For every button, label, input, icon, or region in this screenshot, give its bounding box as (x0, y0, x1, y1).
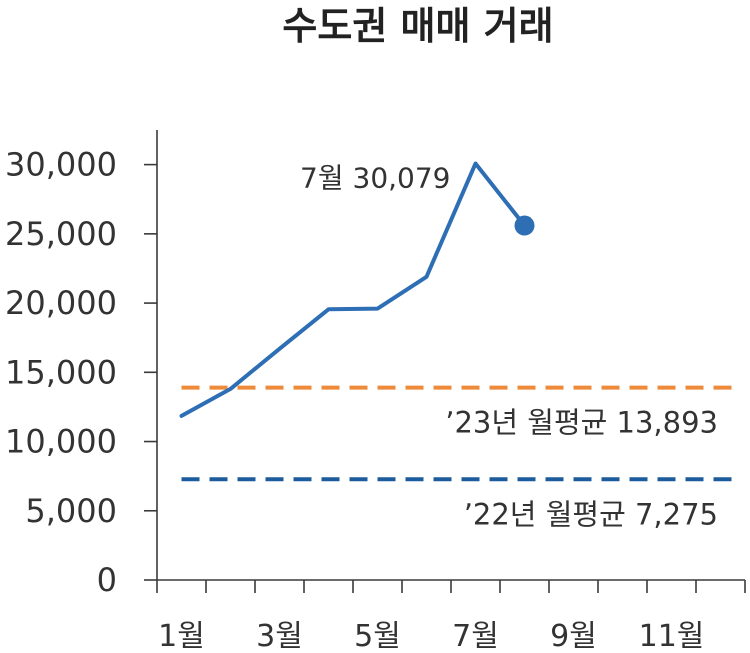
reference-lines: ’23년 월평균 13,893 ’22년 월평균 7,275 (181, 385, 735, 531)
y-tick-label: 25,000 (5, 215, 117, 253)
x-tick-label: 1월 (158, 619, 205, 653)
y-tick-label: 10,000 (5, 423, 117, 461)
x-tick-label: 3월 (256, 619, 303, 653)
y-tick-label: 15,000 (5, 353, 117, 391)
y-tick-label: 30,000 (5, 146, 117, 184)
series-line (179, 161, 527, 418)
data-point (376, 307, 379, 311)
data-point (278, 347, 281, 351)
y-tick-label: 0 (97, 561, 117, 599)
x-tick-label: 7월 (452, 619, 499, 653)
data-point (327, 307, 330, 311)
annotations: 7월 30,079 (300, 162, 450, 195)
data-point (474, 162, 477, 166)
x-tick-label: 5월 (354, 619, 401, 653)
end-point-marker (514, 215, 535, 236)
peak-data-label: 7월 30,079 (300, 162, 450, 195)
data-point (425, 275, 428, 279)
y-tick-label: 20,000 (5, 284, 117, 322)
chart-title: 수도권 매매 거래 (282, 4, 553, 48)
y-tick-label: 5,000 (25, 492, 117, 530)
axes: 0 5,000 10,000 15,000 20,000 25,000 30,000 1월 3월… (5, 130, 746, 653)
x-tick-label: 9월 (550, 619, 597, 653)
series-layer (179, 161, 535, 418)
data-point (180, 414, 183, 418)
data-point (229, 387, 232, 391)
x-tick-label: 11월 (639, 619, 705, 653)
reference-line-label: ’22년 월평균 7,275 (464, 497, 718, 531)
reference-line-label: ’23년 월평균 13,893 (445, 406, 718, 440)
